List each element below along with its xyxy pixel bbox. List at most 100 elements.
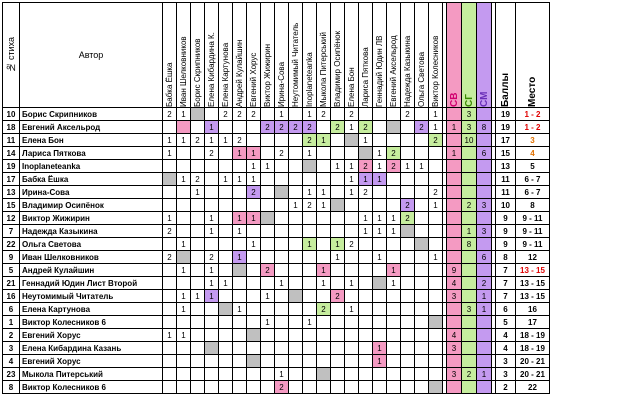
vote-cell: 1 [344, 185, 359, 199]
score-cell: 3 [495, 354, 516, 368]
vote-cell: 1 [302, 146, 317, 160]
score-cell: 11 [495, 185, 516, 199]
vote-cell [414, 354, 429, 368]
sv-cell [446, 224, 462, 238]
vote-cell [176, 341, 191, 355]
vote-cell [358, 237, 373, 251]
vote-cell [190, 250, 205, 264]
vote-cell [232, 185, 247, 199]
vote-cell [288, 133, 303, 147]
vote-cell: 1 [218, 133, 233, 147]
table-row: 4 Евгений Хорус 1 3 20 - 21 [2, 354, 550, 368]
judge-header: Борис Скрипников [190, 2, 205, 108]
judge-header: Иван Шелковников [176, 2, 191, 108]
vote-cell [288, 289, 303, 303]
row-author: Иван Шелковников [19, 250, 163, 264]
vote-cell [414, 185, 429, 199]
sm-cell [476, 380, 492, 394]
sv-cell: 4 [446, 276, 462, 290]
vote-cell [204, 341, 219, 355]
vote-cell: 2 [246, 185, 261, 199]
vote-cell [260, 224, 275, 238]
vote-cell: 1 [232, 172, 247, 186]
row-author: Ольга Светова [19, 237, 163, 251]
vote-cell [190, 263, 205, 277]
place-cell: 9 - 11 [515, 237, 550, 251]
vote-cell [232, 328, 247, 342]
vote-cell [260, 185, 275, 199]
sg-cell [461, 341, 477, 355]
vote-cell: 1 [302, 107, 317, 121]
vote-cell: 1 [344, 276, 359, 290]
vote-cell [204, 237, 219, 251]
header-row: № стиха Автор Бабка Ёшка Иван Шелковников… [2, 2, 550, 108]
vote-cell [400, 263, 415, 277]
table-row: 2 Евгений Хорус 1 1 4 4 18 - 19 [2, 328, 550, 342]
vote-cell [372, 185, 387, 199]
vote-cell: 1 [176, 263, 191, 277]
sg-cell [461, 250, 477, 264]
vote-cell [218, 302, 233, 316]
vote-cell [162, 367, 177, 381]
vote-cell [274, 341, 289, 355]
vote-cell [176, 276, 191, 290]
vote-cell: 2 [330, 289, 345, 303]
vote-cell [358, 107, 373, 121]
vote-cell: 2 [414, 120, 429, 134]
vote-cell [428, 224, 443, 238]
place-cell: 12 [515, 250, 550, 264]
vote-cell [232, 367, 247, 381]
vote-cell [302, 276, 317, 290]
vote-cell [316, 237, 331, 251]
vote-cell [190, 107, 205, 121]
vote-cell [330, 146, 345, 160]
vote-cell [386, 341, 401, 355]
vote-cell [232, 263, 247, 277]
vote-cell: 1 [372, 341, 387, 355]
sg-cell: 3 [461, 107, 477, 121]
sg-cell: 3 [461, 120, 477, 134]
vote-cell: 1 [358, 172, 373, 186]
vote-cell: 1 [428, 250, 443, 264]
vote-cell [190, 341, 205, 355]
vote-cell [372, 198, 387, 212]
vote-cell [288, 146, 303, 160]
score-cell: 5 [495, 315, 516, 329]
vote-cell [204, 198, 219, 212]
place-cell: 16 [515, 302, 550, 316]
vote-cell [400, 146, 415, 160]
table-row: 17 Бабка Ёшка 1 2 1 1 1 1 1 1 11 6 - 7 [2, 172, 550, 186]
vote-cell: 1 [176, 237, 191, 251]
vote-cell [190, 315, 205, 329]
vote-cell: 1 [232, 146, 247, 160]
vote-cell: 1 [288, 198, 303, 212]
vote-cell: 2 [260, 120, 275, 134]
row-author: Лариса Пяткова [19, 146, 163, 160]
vote-cell [372, 133, 387, 147]
sv-cell [446, 172, 462, 186]
vote-cell [316, 289, 331, 303]
vote-cell [288, 185, 303, 199]
vote-cell [190, 328, 205, 342]
vote-cell: 2 [400, 198, 415, 212]
sm-cell [476, 315, 492, 329]
vote-cell [386, 289, 401, 303]
vote-cell [386, 172, 401, 186]
vote-cell [232, 289, 247, 303]
place-cell: 13 - 15 [515, 289, 550, 303]
sv-cell [446, 107, 462, 121]
vote-cell [330, 328, 345, 342]
vote-cell: 1 [246, 172, 261, 186]
vote-cell [162, 302, 177, 316]
place-cell: 17 [515, 315, 550, 329]
vote-cell [400, 237, 415, 251]
vote-cell [372, 276, 387, 290]
row-author: Геннадий Юдин Лист Второй [19, 276, 163, 290]
sg-cell [461, 289, 477, 303]
vote-cell: 1 [218, 172, 233, 186]
vote-cell [162, 276, 177, 290]
vote-cell [414, 302, 429, 316]
vote-cell [428, 367, 443, 381]
row-author: Евгений Аксельрод [19, 120, 163, 134]
vote-cell [176, 211, 191, 225]
